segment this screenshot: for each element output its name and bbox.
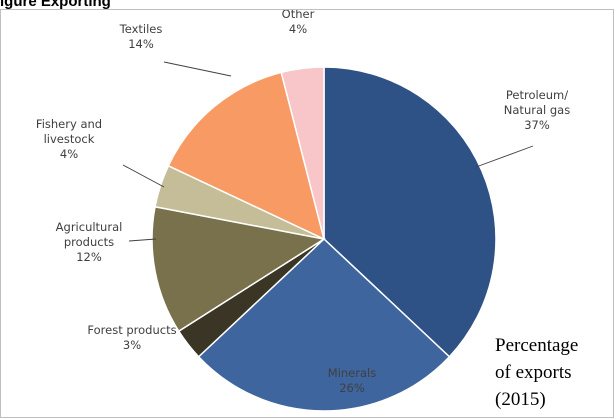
- slice-value-agricultural-products: 12%: [76, 250, 102, 264]
- slice-value-forest-products: 3%: [123, 338, 141, 352]
- caption-line-3: (2015): [495, 389, 546, 410]
- slice-label-fishery-and-livestock-1: Fishery and: [36, 117, 102, 131]
- leader-line-textiles: [163, 61, 232, 77]
- slice-label-agricultural-products-1: Agricultural: [56, 220, 123, 234]
- leader-lines: [122, 61, 534, 242]
- leader-line-petroleum-natural-gas: [475, 145, 534, 168]
- pie-slice-textiles: [167, 71, 326, 241]
- slice-value-minerals: 26%: [339, 381, 365, 395]
- slice-label-agricultural-products-2: products: [64, 235, 114, 249]
- pie-slice-other: [280, 66, 325, 240]
- caption-line-1: Percentage: [495, 335, 579, 356]
- exports-caption: Percentage of exports (2015): [495, 332, 578, 413]
- slice-value-fishery-and-livestock: 4%: [60, 147, 78, 161]
- slice-label-textiles-1: Textiles: [119, 22, 163, 36]
- slice-label-other-1: Other: [282, 10, 315, 21]
- slice-value-textiles: 14%: [128, 37, 154, 51]
- slice-label-petroleum-natural-gas-2: Natural gas: [504, 103, 570, 117]
- pie-slice-agricultural-products: [151, 205, 327, 333]
- caption-line-2: of exports: [495, 362, 572, 383]
- slice-value-other: 4%: [289, 22, 307, 36]
- slice-label-fishery-and-livestock-2: livestock: [44, 132, 95, 146]
- pie-slice-petroleum-natural-gas: [323, 66, 497, 358]
- slice-label-minerals-1: Minerals: [328, 366, 376, 380]
- leader-line-agricultural-products: [128, 238, 157, 242]
- leader-line-fishery-and-livestock: [122, 164, 165, 188]
- slice-label-petroleum-natural-gas-1: Petroleum/: [506, 88, 568, 102]
- pie-slices: [151, 66, 497, 412]
- figure-heading: igure Exporting: [0, 0, 111, 10]
- chart-frame: Petroleum/Natural gas 37% Minerals 26% Fores…: [0, 9, 614, 418]
- pie-slice-minerals: [197, 237, 451, 412]
- slice-label-forest-products-1: Forest products: [87, 323, 176, 337]
- slice-value-petroleum-natural-gas: 37%: [524, 118, 550, 132]
